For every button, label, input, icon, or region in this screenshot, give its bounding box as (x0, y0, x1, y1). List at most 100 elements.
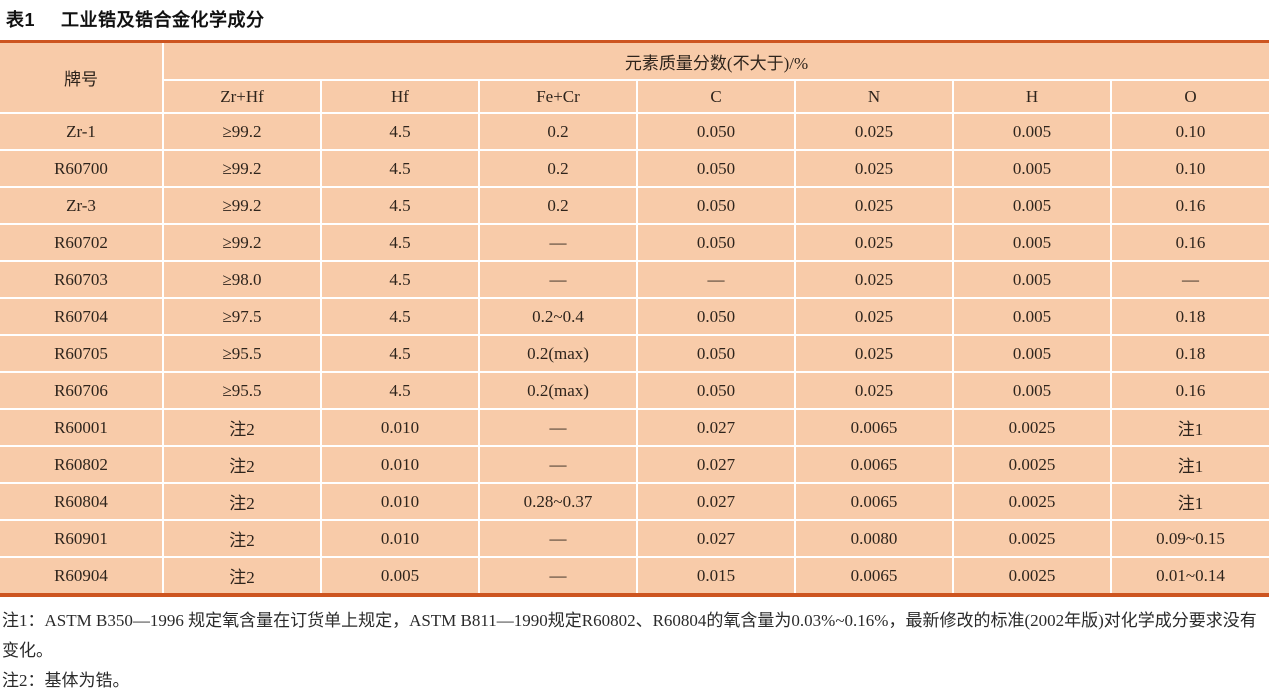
table-body: Zr-1 ≥99.2 4.5 0.2 0.050 0.025 0.005 0.10 R60700… (0, 112, 1269, 594)
table-row: R60703 ≥98.0 4.5— —0.025 0.005— (0, 260, 1269, 299)
grade-cell: R60700 (0, 149, 164, 188)
value-cell: ≥95.5 (162, 334, 322, 373)
value-cell: 0.2 (478, 149, 638, 188)
value-cell: ≥99.2 (162, 223, 322, 262)
table-row: R60901 注2 0.010—0.027 0.0080 0.0025 0.09~0.15 (0, 519, 1269, 558)
value-cell: 0.0065 (794, 445, 954, 484)
value-cell: 0.005 (952, 112, 1112, 151)
grade-cell: R60001 (0, 408, 164, 447)
value-cell: ≥95.5 (162, 371, 322, 410)
value-cell: 注1 (1109, 408, 1269, 447)
value-cell: 4.5 (320, 297, 480, 336)
grade-cell: R60704 (0, 297, 164, 336)
value-cell: 0.0065 (794, 408, 954, 447)
table-row: R60705 ≥95.5 4.5 0.2(max) 0.050 0.025 0.005 0.1… (0, 334, 1269, 373)
header-grade: 牌号 (0, 42, 164, 114)
footnote-2: 注2：基体为锆。 (2, 671, 130, 690)
grade-cell: R60702 (0, 223, 164, 262)
value-cell: 4.5 (320, 334, 480, 373)
value-cell: 0.005 (952, 334, 1112, 373)
value-cell: 0.0080 (794, 519, 954, 558)
value-cell: 0.0065 (794, 556, 954, 594)
value-cell: 0.01~0.14 (1109, 556, 1269, 594)
header-col-n: N (794, 79, 954, 114)
value-cell: 0.005 (952, 223, 1112, 262)
grade-cell: R60901 (0, 519, 164, 558)
value-cell: 0.2 (478, 112, 638, 151)
header-group-row: 牌号 元素质量分数(不大于)/% (0, 42, 1269, 114)
table-row: R60700 ≥99.2 4.5 0.2 0.050 0.025 0.005 0.10 (0, 149, 1269, 188)
value-cell: ≥97.5 (162, 297, 322, 336)
table-row: R60704 ≥97.5 4.5 0.2~0.4 0.050 0.025 0.005 0.18 (0, 297, 1269, 336)
value-cell: ≥99.2 (162, 186, 322, 225)
value-cell: 0.050 (636, 371, 796, 410)
value-cell: — (478, 223, 638, 262)
value-cell: ≥98.0 (162, 260, 322, 299)
value-cell: — (478, 519, 638, 558)
table-row: Zr-1 ≥99.2 4.5 0.2 0.050 0.025 0.005 0.10 (0, 112, 1269, 151)
value-cell: 4.5 (320, 223, 480, 262)
value-cell: 0.027 (636, 482, 796, 521)
table-row: R60802 注2 0.010—0.027 0.0065 0.0025 注1 (0, 445, 1269, 484)
value-cell: 0.0065 (794, 482, 954, 521)
value-cell: — (636, 260, 796, 299)
value-cell: 0.10 (1109, 149, 1269, 188)
value-cell: 0.010 (320, 519, 480, 558)
grade-cell: R60703 (0, 260, 164, 299)
value-cell: 0.025 (794, 260, 954, 299)
grade-cell: R60904 (0, 556, 164, 594)
value-cell: 注2 (162, 408, 322, 447)
value-cell: 0.2 (478, 186, 638, 225)
value-cell: 注1 (1109, 445, 1269, 484)
value-cell: 0.2(max) (478, 371, 638, 410)
value-cell: 4.5 (320, 260, 480, 299)
value-cell: 0.28~0.37 (478, 482, 638, 521)
value-cell: 注2 (162, 519, 322, 558)
value-cell: 0.015 (636, 556, 796, 594)
value-cell: 0.0025 (952, 519, 1112, 558)
value-cell: 注1 (1109, 482, 1269, 521)
value-cell: 0.0025 (952, 445, 1112, 484)
grade-cell: R60706 (0, 371, 164, 410)
value-cell: 0.2(max) (478, 334, 638, 373)
value-cell: 0.010 (320, 445, 480, 484)
header-col-hf: Hf (320, 79, 480, 114)
value-cell: 0.005 (952, 260, 1112, 299)
value-cell: 4.5 (320, 371, 480, 410)
value-cell: 0.2~0.4 (478, 297, 638, 336)
table-row: R60001 注2 0.010—0.027 0.0065 0.0025 注1 (0, 408, 1269, 447)
grade-cell: R60705 (0, 334, 164, 373)
value-cell: 4.5 (320, 186, 480, 225)
value-cell: 0.050 (636, 112, 796, 151)
value-cell: 0.025 (794, 186, 954, 225)
table-title: 表1 工业锆及锆合金化学成分 (0, 0, 1269, 40)
value-cell: 0.0025 (952, 482, 1112, 521)
value-cell: 0.025 (794, 149, 954, 188)
table-title-text: 工业锆及锆合金化学成分 (61, 10, 265, 30)
value-cell: 0.010 (320, 482, 480, 521)
value-cell: 0.025 (794, 334, 954, 373)
table-row: Zr-3 ≥99.2 4.5 0.2 0.050 0.025 0.005 0.16 (0, 186, 1269, 225)
value-cell: — (1109, 260, 1269, 299)
table-title-label: 表1 (6, 10, 36, 30)
value-cell: 0.050 (636, 297, 796, 336)
value-cell: 注2 (162, 556, 322, 594)
value-cell: 0.18 (1109, 297, 1269, 336)
header-columns-row: Zr+Hf Hf Fe+Cr C N H O (0, 79, 1269, 114)
value-cell: 0.16 (1109, 223, 1269, 262)
value-cell: 0.005 (952, 186, 1112, 225)
value-cell: 0.050 (636, 186, 796, 225)
header-col-zrhf: Zr+Hf (162, 79, 322, 114)
value-cell: 0.0025 (952, 408, 1112, 447)
value-cell: 注2 (162, 482, 322, 521)
value-cell: 0.025 (794, 297, 954, 336)
value-cell: 0.005 (952, 371, 1112, 410)
value-cell: 0.18 (1109, 334, 1269, 373)
value-cell: 0.16 (1109, 186, 1269, 225)
table-row: R60904 注2 0.005—0.015 0.0065 0.0025 0.01~0.14 (0, 556, 1269, 594)
grade-cell: R60802 (0, 445, 164, 484)
value-cell: 0.09~0.15 (1109, 519, 1269, 558)
value-cell: 注2 (162, 445, 322, 484)
header-col-h: H (952, 79, 1112, 114)
